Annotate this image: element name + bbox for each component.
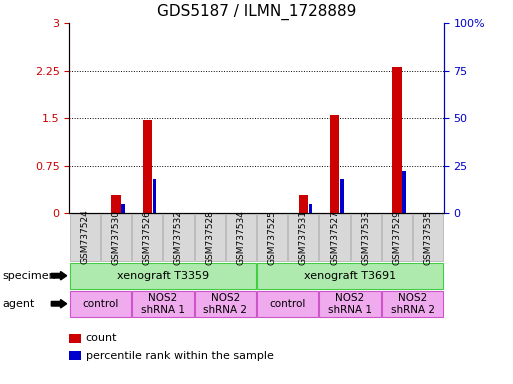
Text: GSM737534: GSM737534 [236,210,245,265]
Text: count: count [86,333,117,343]
Text: GSM737531: GSM737531 [299,210,308,265]
Text: NOS2
shRNA 2: NOS2 shRNA 2 [203,293,247,314]
Bar [152,179,156,213]
Bar [340,179,344,213]
Text: specimen: specimen [3,271,56,281]
Text: xenograft T3691: xenograft T3691 [304,271,396,281]
Text: GSM737535: GSM737535 [424,210,432,265]
Bar [122,204,125,213]
Text: GSM737533: GSM737533 [361,210,370,265]
Bar [111,195,121,213]
Text: NOS2
shRNA 1: NOS2 shRNA 1 [141,293,185,314]
Text: GSM737524: GSM737524 [81,210,89,265]
Text: GSM737529: GSM737529 [392,210,402,265]
Bar [143,120,152,213]
Bar [392,68,402,213]
Text: GSM737525: GSM737525 [268,210,277,265]
Bar [402,171,406,213]
Bar [309,204,312,213]
Text: percentile rank within the sample: percentile rank within the sample [86,351,273,361]
Text: GSM737526: GSM737526 [143,210,152,265]
Text: control: control [269,299,306,309]
Title: GDS5187 / ILMN_1728889: GDS5187 / ILMN_1728889 [157,4,356,20]
Text: agent: agent [3,299,35,309]
Text: GSM737527: GSM737527 [330,210,339,265]
Text: GSM737532: GSM737532 [174,210,183,265]
Text: GSM737530: GSM737530 [111,210,121,265]
Text: GSM737528: GSM737528 [205,210,214,265]
Text: NOS2
shRNA 2: NOS2 shRNA 2 [390,293,435,314]
Bar [299,195,308,213]
Text: NOS2
shRNA 1: NOS2 shRNA 1 [328,293,372,314]
Bar [330,115,339,213]
Text: control: control [82,299,119,309]
Text: xenograft T3359: xenograft T3359 [117,271,209,281]
